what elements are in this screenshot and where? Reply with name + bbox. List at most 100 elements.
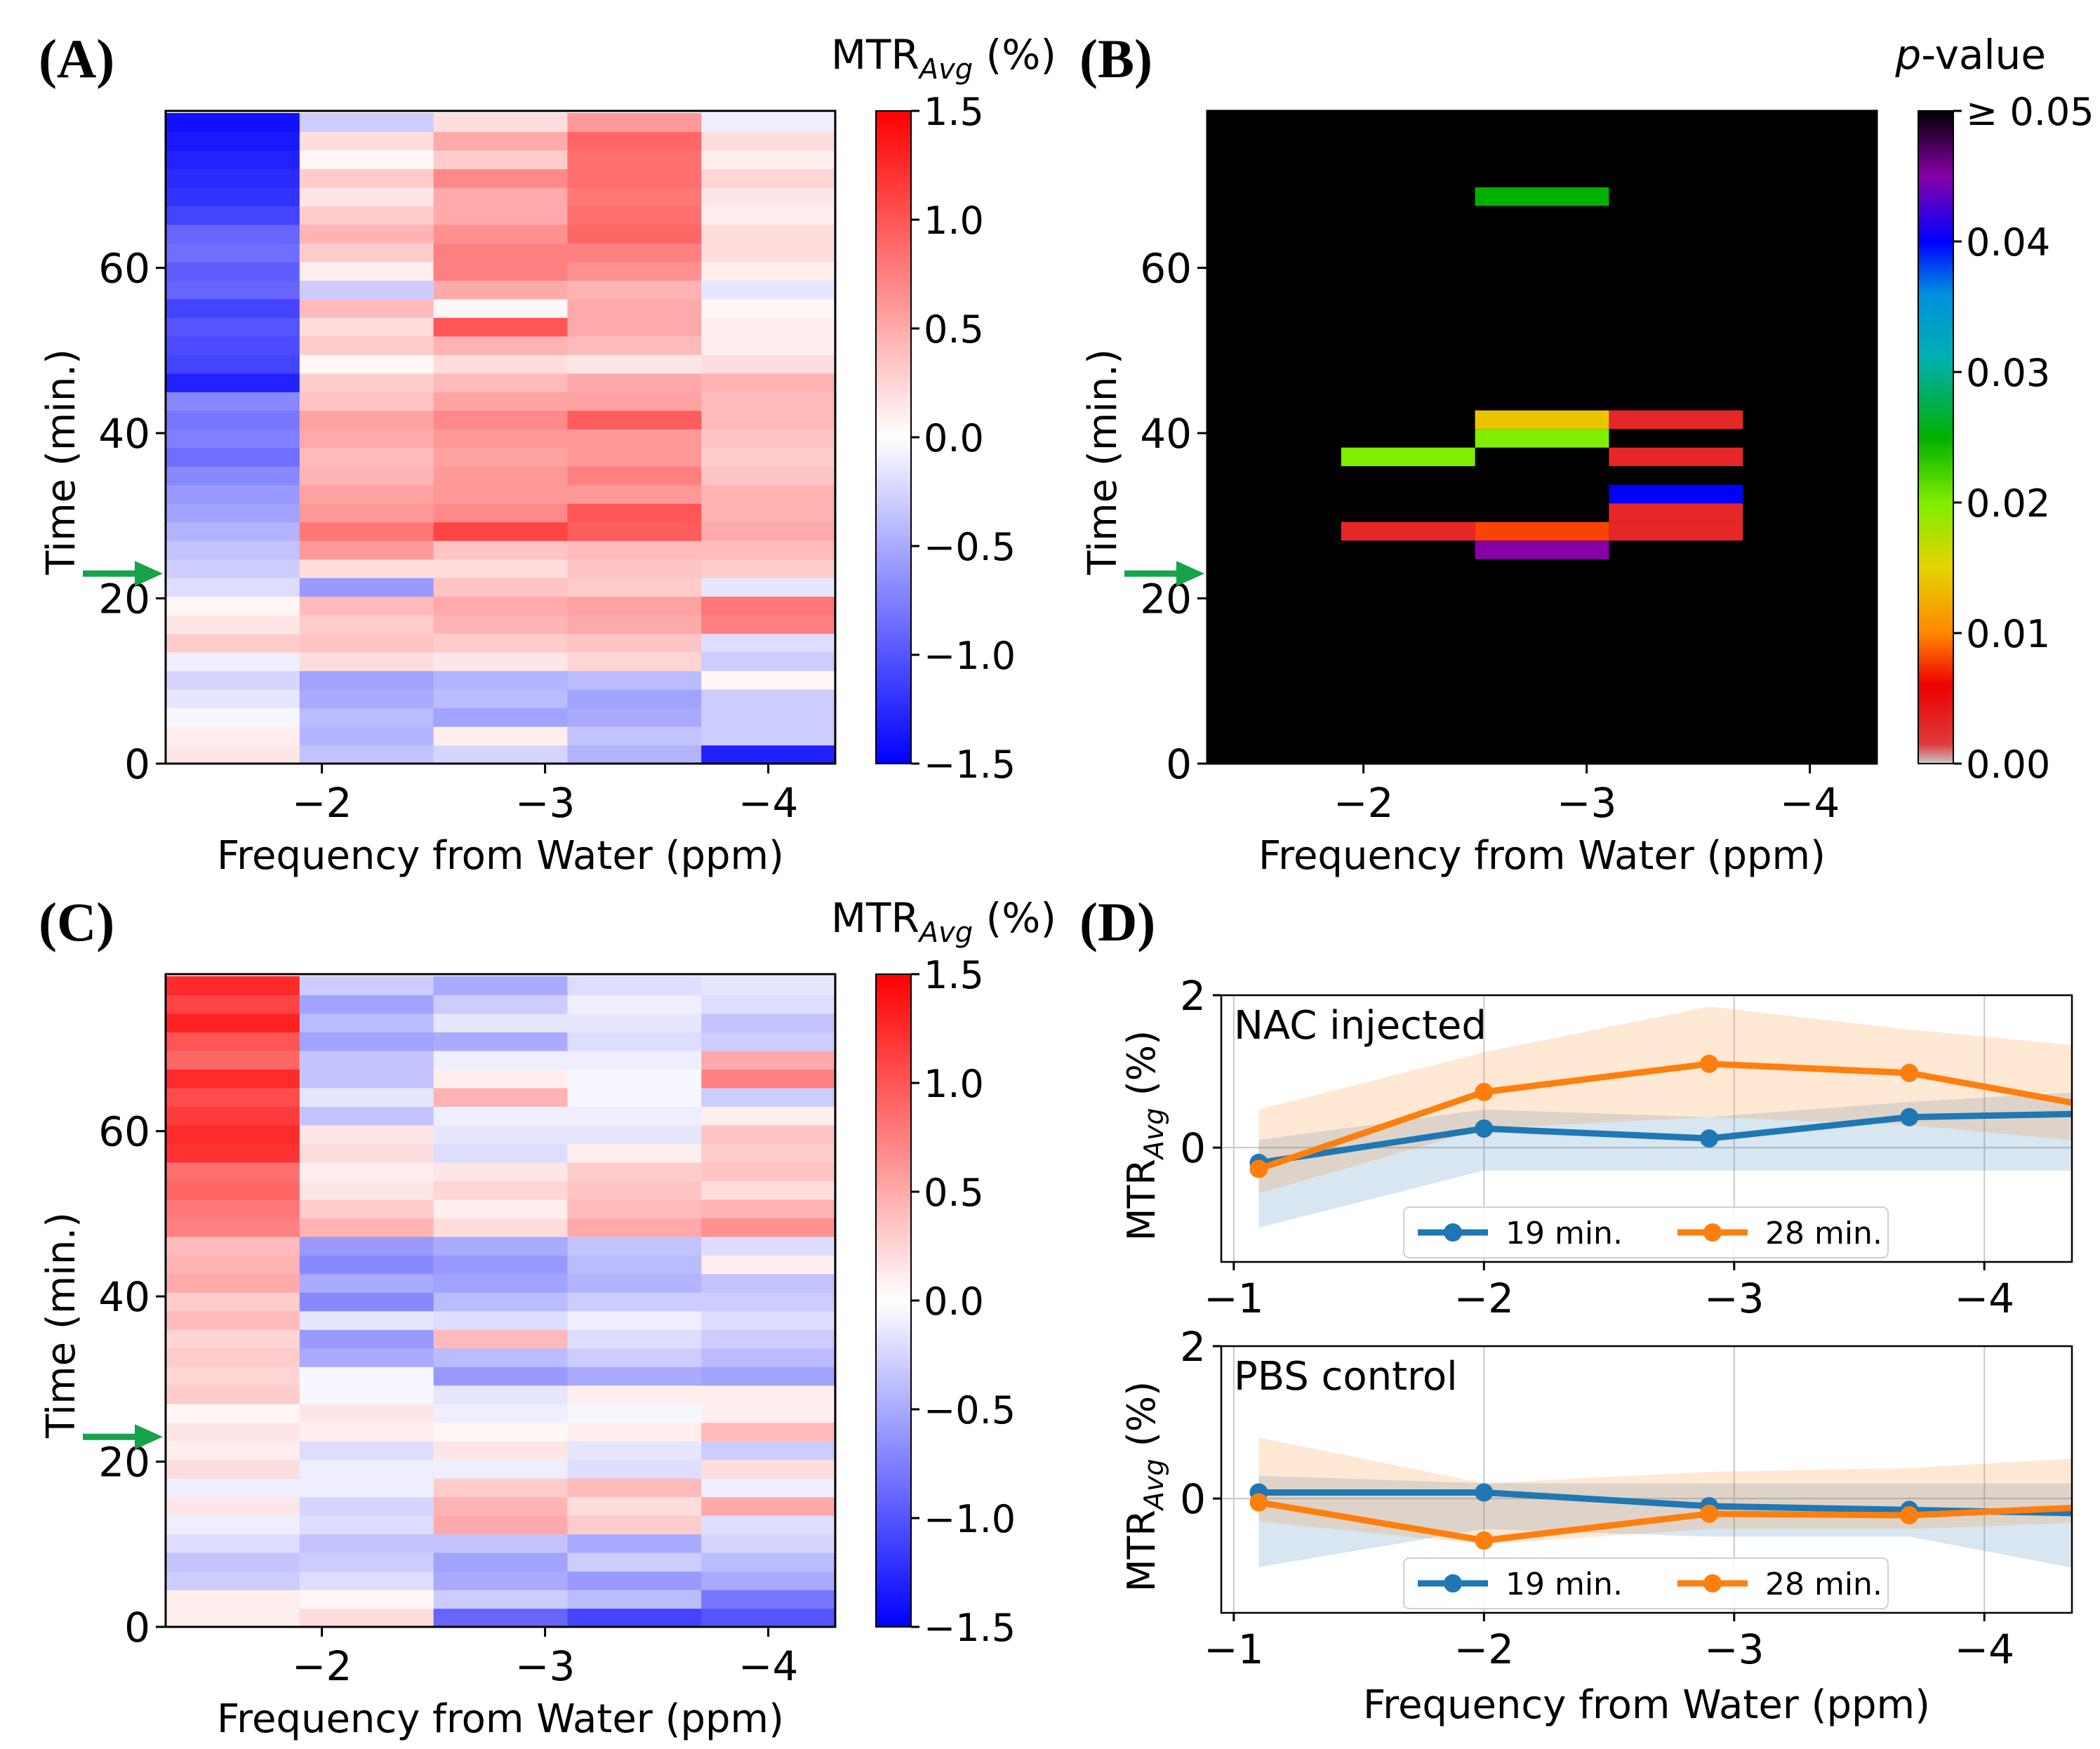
heatmap-cell [166, 540, 300, 560]
heatmap-cell [567, 373, 702, 392]
heatmap-cell [567, 503, 702, 523]
heatmap-cell [299, 1366, 434, 1386]
heatmap-cell [299, 1590, 434, 1609]
heatmap-cell [433, 1404, 568, 1423]
heatmap-cell [567, 1181, 702, 1200]
heatmap-cell [299, 1218, 434, 1237]
heatmap-cell [567, 1310, 702, 1330]
heatmap-cell [299, 1124, 434, 1144]
heatmap-cell [433, 1515, 568, 1535]
heatmap-cell [433, 1422, 568, 1442]
colorbar-tick-label: 0.02 [1966, 481, 2050, 526]
heatmap-cell [299, 224, 434, 244]
legend-marker [1703, 1223, 1722, 1242]
heatmap-cell [701, 689, 836, 709]
heatmap-cell [166, 131, 300, 151]
heatmap-cell [701, 1087, 836, 1107]
heatmap-cell [567, 1106, 702, 1126]
heatmap-cell [166, 745, 300, 764]
confidence-band [1258, 1006, 2072, 1194]
heatmap-cell [701, 1348, 836, 1367]
colorbar-title-italic: p [1894, 31, 1921, 79]
colorbar-title-sub: Avg [917, 53, 973, 86]
colorbar [875, 110, 912, 764]
heatmap-cell [567, 1348, 702, 1367]
heatmap-cell [433, 1013, 568, 1033]
heatmap-cell [299, 976, 434, 996]
heatmap-cell [433, 1608, 568, 1628]
heatmap-cell [299, 261, 434, 281]
heatmap-cell [299, 707, 434, 727]
heatmap-cell [567, 1552, 702, 1572]
heatmap-cell [567, 168, 702, 188]
heatmap-cell [433, 243, 568, 262]
heatmap-cell [433, 995, 568, 1014]
legend-label: 19 min. [1506, 1567, 1623, 1602]
heatmap-cell [166, 224, 300, 244]
heatmap-cell [701, 652, 836, 672]
data-point [1475, 1531, 1494, 1550]
heatmap-cell [166, 466, 300, 486]
heatmap-cell [166, 484, 300, 504]
heatmap-cell [166, 206, 300, 225]
colorbar-tick-label: 1.5 [924, 953, 984, 997]
heatmap-cell [701, 1255, 836, 1275]
y-axis-label-main: MTR [1119, 1510, 1164, 1592]
data-point [1700, 1504, 1719, 1523]
heatmap-cell [701, 206, 836, 225]
heatmap-cell [299, 1199, 434, 1218]
heatmap-cell [299, 1013, 434, 1033]
heatmap-cell [701, 1552, 836, 1572]
heatmap-cell [567, 392, 702, 411]
heatmap-cell [299, 503, 434, 523]
heatmap-cell [433, 1385, 568, 1404]
heatmap-cell [567, 1273, 702, 1293]
heatmap-cell [433, 1590, 568, 1609]
heatmap-cell [166, 652, 300, 672]
heatmap-cell [299, 373, 434, 392]
colorbar [1918, 110, 1954, 764]
heatmap-cell [701, 131, 836, 151]
heatmap-cell [567, 745, 702, 764]
heatmap-cell [433, 317, 568, 337]
heatmap-cell [299, 1404, 434, 1423]
heatmap-cell [701, 1310, 836, 1330]
heatmap-cell [299, 1552, 434, 1572]
heatmap-cell [299, 1106, 434, 1126]
heatmap-cell [166, 373, 300, 392]
heatmap-cell [433, 1236, 568, 1256]
data-point [1475, 1119, 1494, 1138]
heatmap-cell [567, 707, 702, 727]
heatmap-cell [701, 1422, 836, 1442]
heatmap-cell [701, 1181, 836, 1200]
y-axis-label-main: MTR [1119, 1159, 1164, 1241]
colorbar-tick-label: 0.00 [1966, 743, 2050, 787]
heatmap-cell [166, 1106, 300, 1126]
heatmap-cell [433, 1162, 568, 1181]
heatmap-cell [701, 1162, 836, 1181]
heatmap-cell [701, 976, 836, 996]
heatmap-cell [433, 1478, 568, 1498]
heatmap-cell [567, 1515, 702, 1535]
heatmap-cell [567, 1087, 702, 1107]
heatmap-cell [433, 1329, 568, 1349]
y-tick-label: 20 [98, 576, 150, 623]
heatmap-cell [166, 1310, 300, 1330]
heatmap-cell [701, 1199, 836, 1218]
heatmap-cell [166, 149, 300, 170]
heatmap-cell [166, 280, 300, 300]
heatmap-cell [701, 335, 836, 355]
heatmap-cell [433, 149, 568, 170]
heatmap-cell [567, 540, 702, 560]
heatmap-cell [701, 1404, 836, 1423]
heatmap-cell [567, 410, 702, 430]
y-axis-label-unit: (%) [1119, 1381, 1164, 1459]
data-point [1249, 1159, 1268, 1178]
heatmap-cell [299, 1329, 434, 1349]
heatmap-cell [701, 392, 836, 411]
heatmap-cell [567, 335, 702, 355]
colorbar-tick-label: −1.0 [924, 634, 1016, 678]
heatmap-cell [567, 354, 702, 374]
heatmap-cell [433, 484, 568, 504]
